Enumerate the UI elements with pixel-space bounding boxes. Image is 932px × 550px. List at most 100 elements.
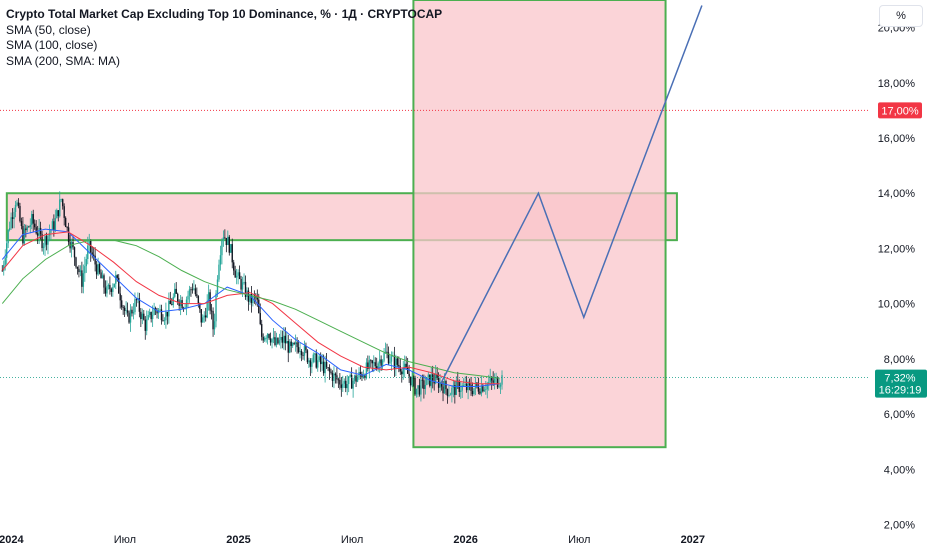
candle [454,380,456,404]
indicator-sma50-label[interactable]: SMA (50, close) [6,22,91,37]
candle [109,276,111,295]
candle [336,367,338,384]
candle [373,355,375,373]
candle [274,331,276,347]
candle [88,233,90,254]
candle [328,364,331,380]
y-tick-label: 8,00% [884,354,915,366]
level-price-label[interactable] [878,102,922,119]
candle [371,359,373,372]
candle [436,367,438,380]
candle [218,259,220,282]
candle [128,310,130,324]
indicator-sma200-label[interactable]: SMA (200, SMA: MA) [6,53,121,68]
candle [19,202,21,223]
candle [196,287,198,299]
candle [449,392,452,396]
candle [168,292,170,324]
candle [359,365,362,380]
candle [308,357,310,368]
candle [118,274,120,294]
candle [132,303,135,320]
candle [490,375,493,390]
unit-selector[interactable]: % [879,5,923,27]
candle [202,314,204,323]
candle [471,382,474,397]
candle [29,218,31,234]
candle [205,307,207,322]
candle [163,317,166,326]
candle [486,381,488,399]
candle [90,239,92,262]
candle [14,200,17,218]
candle [25,224,27,238]
candle [106,280,108,298]
candle [289,339,291,354]
candle [266,333,269,345]
projection-path[interactable] [440,5,703,385]
candle [423,374,425,399]
candle [67,222,70,247]
candle [73,246,76,266]
candle [92,247,95,261]
candle [488,374,490,391]
candle [75,256,77,269]
candle [13,207,15,229]
candle [420,376,422,402]
candle [110,287,113,297]
candle [311,358,313,374]
candle [383,347,385,363]
candle [104,280,107,297]
candle [34,219,36,230]
candle [115,270,117,290]
candle [178,299,180,311]
candle [353,374,356,384]
candle [293,341,295,346]
candle [233,259,235,276]
candle [16,199,18,207]
candle [120,295,123,310]
candle [188,285,191,303]
candle [349,373,351,378]
candle [151,305,154,327]
candle [143,309,145,321]
candle [171,298,173,306]
last-price-label[interactable] [875,369,927,398]
candle [305,342,307,354]
candle [191,283,194,294]
candle [451,385,453,403]
candle [412,375,415,387]
candle [483,386,486,392]
candle [150,311,152,323]
candle [302,352,304,360]
candle [221,238,223,265]
candle [190,286,192,297]
x-tick-label: Июл [114,534,136,546]
candle [224,229,226,239]
candle [81,261,83,294]
candle [243,273,245,285]
candle [179,294,182,316]
candle [82,264,85,294]
bar-timer-text: 16:29:19 [879,385,922,397]
candle [85,254,87,273]
candle [247,287,250,311]
x-tick-label: 2025 [226,534,250,546]
candle [41,231,43,252]
candle [100,269,102,279]
candle [144,316,146,340]
candle [47,234,49,255]
indicator-sma100-label[interactable]: SMA (100, close) [6,38,98,52]
candle [346,374,348,396]
candle [303,340,306,361]
candle [277,337,279,345]
candle [330,368,332,375]
candle [51,218,54,231]
candle [20,217,23,230]
y-tick-label: 18,00% [878,78,916,90]
x-tick-label: Июл [568,534,590,546]
candle [424,375,427,395]
candle [294,334,297,352]
candle [343,378,345,389]
